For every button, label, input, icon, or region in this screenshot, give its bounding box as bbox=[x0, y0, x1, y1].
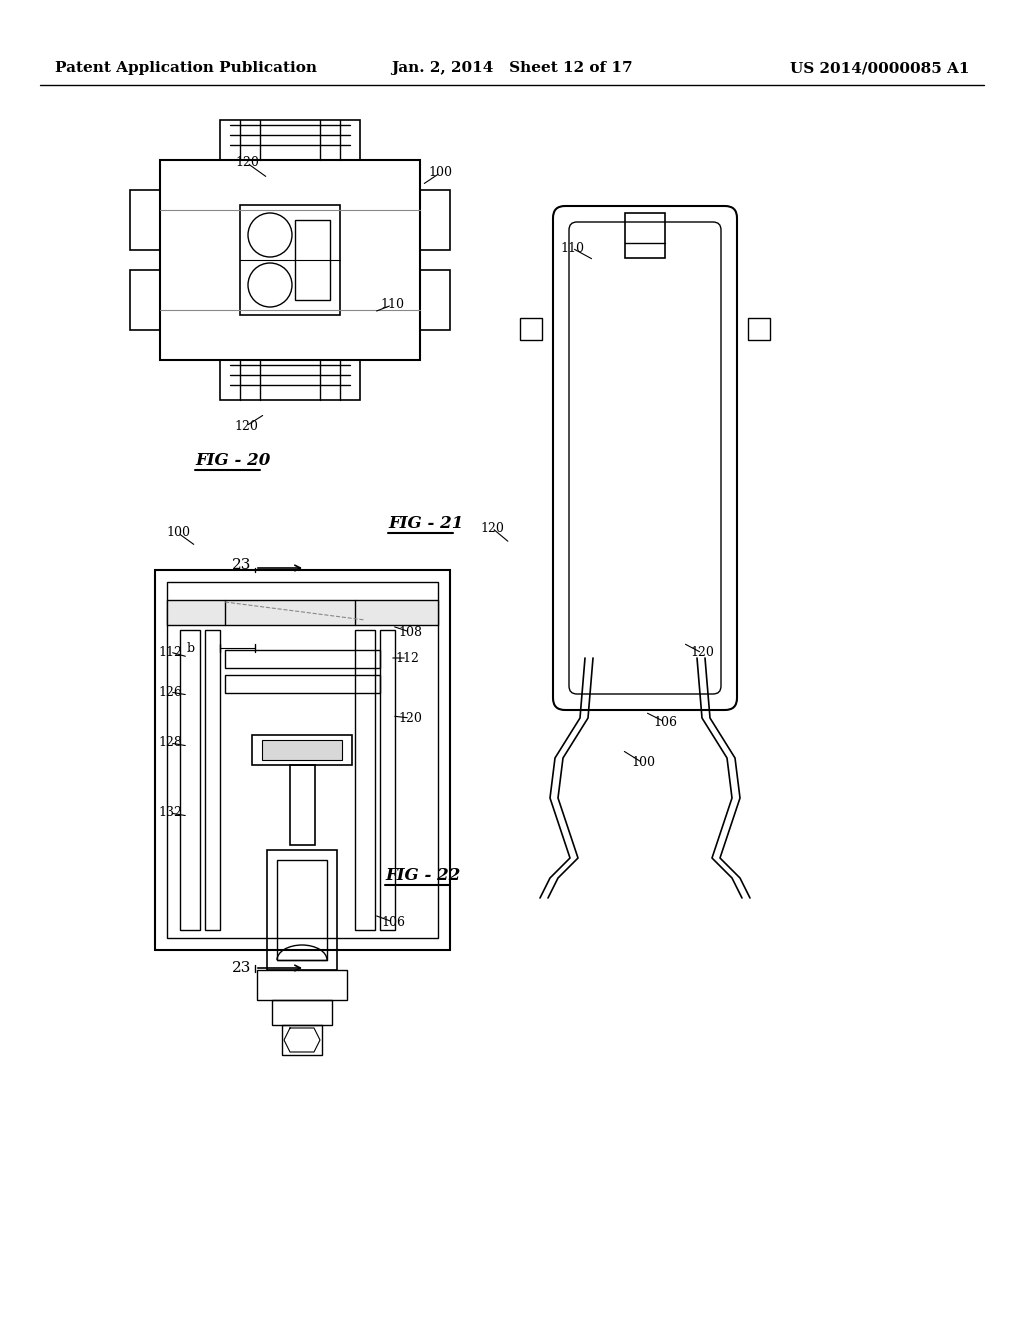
Text: 120: 120 bbox=[234, 420, 258, 433]
Text: 120: 120 bbox=[236, 157, 259, 169]
Text: 108: 108 bbox=[398, 626, 422, 639]
Text: US 2014/0000085 A1: US 2014/0000085 A1 bbox=[791, 61, 970, 75]
Bar bbox=[262, 741, 342, 760]
Bar bbox=[282, 1026, 322, 1055]
Bar bbox=[130, 271, 160, 330]
Bar bbox=[225, 675, 380, 693]
Text: 23: 23 bbox=[232, 961, 251, 975]
Bar bbox=[167, 601, 438, 624]
Text: 106: 106 bbox=[381, 916, 406, 928]
Bar bbox=[625, 213, 665, 257]
Bar bbox=[130, 190, 160, 249]
Text: Jan. 2, 2014   Sheet 12 of 17: Jan. 2, 2014 Sheet 12 of 17 bbox=[391, 61, 633, 75]
Bar bbox=[160, 160, 420, 360]
Text: 23: 23 bbox=[232, 558, 251, 572]
Text: 100: 100 bbox=[631, 756, 655, 770]
Bar bbox=[420, 190, 450, 249]
Text: 112: 112 bbox=[395, 652, 419, 664]
Text: 120: 120 bbox=[480, 521, 504, 535]
Text: 132: 132 bbox=[158, 807, 182, 820]
Bar bbox=[225, 649, 380, 668]
Text: FIG - 22: FIG - 22 bbox=[385, 867, 461, 884]
Bar bbox=[252, 735, 352, 766]
Text: 110: 110 bbox=[560, 242, 584, 255]
Text: Patent Application Publication: Patent Application Publication bbox=[55, 61, 317, 75]
Text: 112: 112 bbox=[158, 645, 182, 659]
Text: 120: 120 bbox=[398, 711, 422, 725]
Text: 128: 128 bbox=[158, 737, 182, 750]
Bar bbox=[748, 318, 770, 341]
Text: b: b bbox=[187, 642, 196, 655]
Bar bbox=[290, 766, 315, 845]
Bar bbox=[420, 271, 450, 330]
Bar bbox=[155, 570, 450, 950]
Bar bbox=[278, 861, 327, 960]
Bar bbox=[167, 582, 438, 939]
Text: 126: 126 bbox=[158, 685, 182, 698]
Text: 100: 100 bbox=[428, 166, 452, 180]
Bar bbox=[295, 220, 330, 300]
Text: FIG - 20: FIG - 20 bbox=[195, 451, 270, 469]
Bar bbox=[355, 630, 375, 931]
Bar bbox=[257, 970, 347, 1001]
Bar bbox=[220, 360, 360, 400]
Text: 100: 100 bbox=[166, 527, 190, 540]
Bar bbox=[180, 630, 200, 931]
Text: FIG - 21: FIG - 21 bbox=[388, 515, 464, 532]
Bar bbox=[240, 205, 340, 315]
Bar bbox=[205, 630, 220, 931]
Bar bbox=[380, 630, 395, 931]
Bar bbox=[220, 120, 360, 160]
Text: 110: 110 bbox=[380, 298, 404, 312]
Bar bbox=[520, 318, 542, 341]
Bar bbox=[272, 1001, 332, 1026]
Text: 120: 120 bbox=[690, 647, 714, 660]
Bar bbox=[267, 850, 337, 970]
Text: 106: 106 bbox=[653, 715, 677, 729]
